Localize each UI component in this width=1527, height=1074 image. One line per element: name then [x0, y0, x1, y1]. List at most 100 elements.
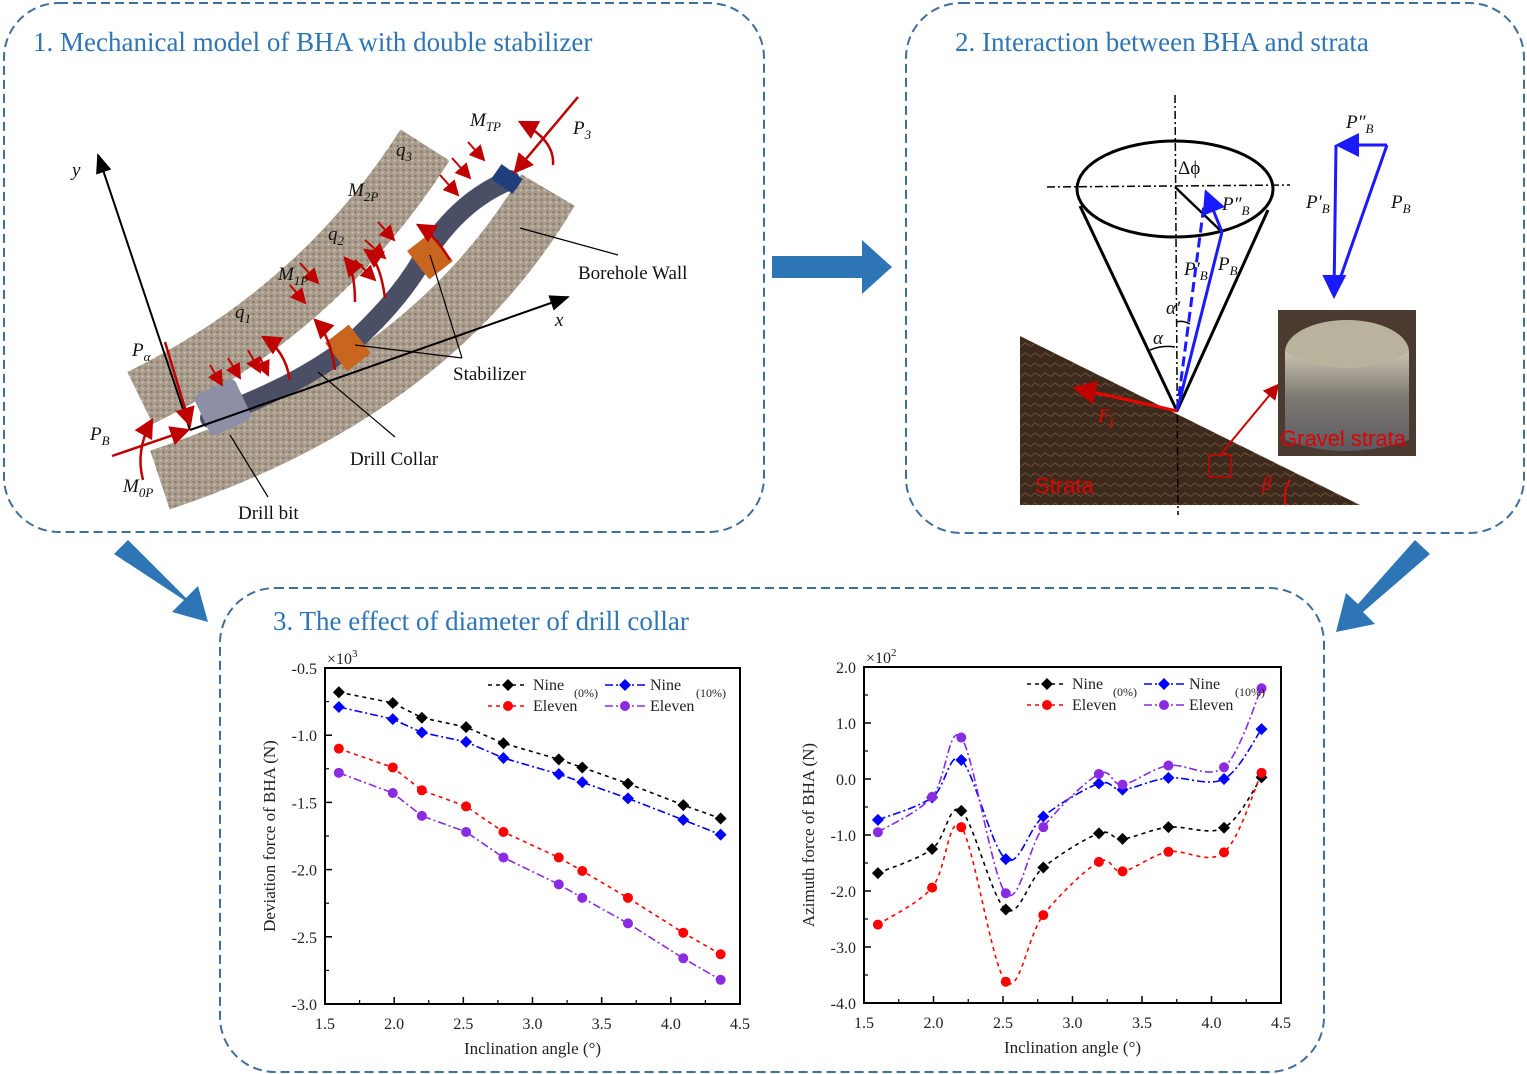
y-tick-label: 0.0 — [836, 772, 856, 789]
data-point-circle — [620, 701, 630, 711]
x-tick-label: 1.5 — [315, 1016, 335, 1033]
data-point-diamond — [1158, 678, 1170, 690]
label-gravel-strata: Gravel strata — [1280, 426, 1407, 451]
distributed-load-arrows — [207, 141, 486, 387]
top-connector — [491, 164, 523, 194]
x-tick-label: 2.5 — [453, 1016, 473, 1033]
x-axis-label: Inclination angle (°) — [464, 1039, 601, 1058]
data-point-circle — [503, 701, 513, 711]
data-point-diamond — [1255, 723, 1268, 736]
label-triangle-pb: PB — [1390, 192, 1411, 216]
data-point-circle — [1038, 910, 1049, 921]
label-borehole-wall: Borehole Wall — [578, 263, 687, 284]
label-pb: PB — [89, 424, 110, 448]
data-point-diamond — [1092, 777, 1105, 790]
y-tick-label: -2.0 — [831, 884, 856, 901]
strata-block — [1020, 336, 1360, 505]
label-palpha: Pα — [131, 340, 152, 364]
label-q1: q1 — [235, 302, 251, 326]
azimuth-force-chart: 1.5 2.0 2.5 3.0 3.5 4.0 4.5 -4.0 -3.0 -2.0 -1.0 0.0… — [799, 647, 1291, 1057]
beta-arc — [1283, 479, 1291, 506]
data-point-circle — [715, 949, 726, 960]
leader-lines — [229, 227, 619, 498]
data-point-diamond — [1162, 771, 1175, 784]
stabilizer-lower — [325, 324, 371, 372]
series-line-eleven-1 — [338, 747, 722, 955]
data-point-circle — [1163, 760, 1174, 771]
bha-mechanical-model — [96, 96, 619, 510]
y-tick-label: -3.0 — [292, 997, 317, 1014]
label-m1p: M1P — [277, 264, 308, 288]
series-line-eleven-3 — [877, 687, 1263, 897]
data-point-diamond — [415, 726, 428, 739]
drill-collar — [200, 170, 520, 428]
data-point-diamond — [497, 752, 510, 765]
y-tick-label: -1.0 — [292, 728, 317, 745]
panel-3-title: 3. The effect of diameter of drill colla… — [273, 606, 689, 636]
label-strata: Strata — [1035, 473, 1094, 498]
label-alpha: α — [1153, 328, 1164, 349]
data-point-diamond — [926, 843, 939, 855]
series-line-eleven-1 — [877, 772, 1263, 985]
data-point-diamond — [1092, 827, 1105, 840]
cone-right-edge — [1175, 209, 1270, 412]
data-point-circle — [553, 879, 564, 890]
friction-force-arrow — [1072, 380, 1178, 413]
data-point-diamond — [552, 753, 565, 766]
series-line-nine-0 — [338, 691, 721, 820]
data-point-circle — [461, 801, 472, 812]
legend-label: Eleven — [1072, 697, 1116, 714]
panel-2-title: 2. Interaction between BHA and strata — [955, 27, 1369, 57]
data-point-circle — [678, 953, 689, 964]
label-alpha-prime: α′ — [1166, 298, 1181, 319]
axis-multiplier: ×103 — [327, 648, 358, 668]
data-point-circle — [622, 918, 633, 929]
data-point-diamond — [415, 711, 428, 724]
data-point-circle — [1000, 888, 1011, 899]
y-axis-label: Azimuth force of BHA (N) — [799, 743, 818, 927]
deviation-force-chart: 1.5 2.0 2.5 3.0 3.5 4.0 4.5 -3.0 -2.5 -2.0 -1.5 -1.… — [260, 648, 750, 1058]
alpha-arc — [1149, 345, 1176, 351]
horizontal-axis-line — [1046, 184, 1291, 188]
cone-left-edge — [1078, 205, 1179, 412]
label-x-axis: x — [554, 310, 564, 331]
x-axis-label: Inclination angle (°) — [1004, 1038, 1141, 1057]
data-point-diamond — [1218, 821, 1231, 834]
data-point-circle — [1159, 700, 1169, 710]
vector-pb-double-prime — [1202, 189, 1225, 233]
vector-pb-prime — [1175, 204, 1206, 412]
data-point-circle — [1093, 856, 1104, 867]
flow-arrow-down-left — [1336, 540, 1430, 632]
label-y-axis: y — [70, 160, 81, 181]
x-axis-arrow — [189, 295, 570, 431]
data-point-diamond — [1162, 821, 1175, 834]
data-point-diamond — [621, 777, 634, 790]
y-axis-arrow — [96, 153, 191, 431]
y-tick-label: -1.0 — [831, 828, 856, 845]
panel-1-frame — [3, 2, 765, 533]
data-point-circle — [553, 852, 564, 863]
label-drill-collar: Drill Collar — [350, 449, 439, 470]
data-point-circle — [461, 826, 472, 837]
label-triangle-pb-prime: P′B — [1305, 192, 1330, 216]
radius-line — [1174, 186, 1223, 233]
data-point-circle — [1093, 768, 1104, 779]
data-point-diamond — [460, 721, 473, 734]
data-point-diamond — [714, 812, 727, 825]
vector-triangle — [1322, 133, 1389, 299]
data-point-circle — [333, 767, 344, 778]
x-tick-label: 4.5 — [1271, 1015, 1291, 1032]
data-point-diamond — [502, 679, 514, 691]
x-tick-label: 4.0 — [1202, 1015, 1222, 1032]
data-point-circle — [956, 822, 967, 833]
x-tick-label: 3.5 — [1132, 1015, 1152, 1032]
data-point-circle — [1256, 683, 1267, 694]
label-delta-phi: Δϕ — [1178, 158, 1200, 179]
x-tick-label: 2.0 — [924, 1015, 944, 1032]
y-tick-label: 1.0 — [836, 716, 856, 733]
legend-label: Nine — [533, 677, 564, 694]
label-drill-bit: Drill bit — [238, 503, 299, 524]
data-point-diamond — [871, 867, 884, 880]
label-beta: β — [1261, 474, 1272, 495]
x-tick-label: 3.0 — [1063, 1015, 1083, 1032]
